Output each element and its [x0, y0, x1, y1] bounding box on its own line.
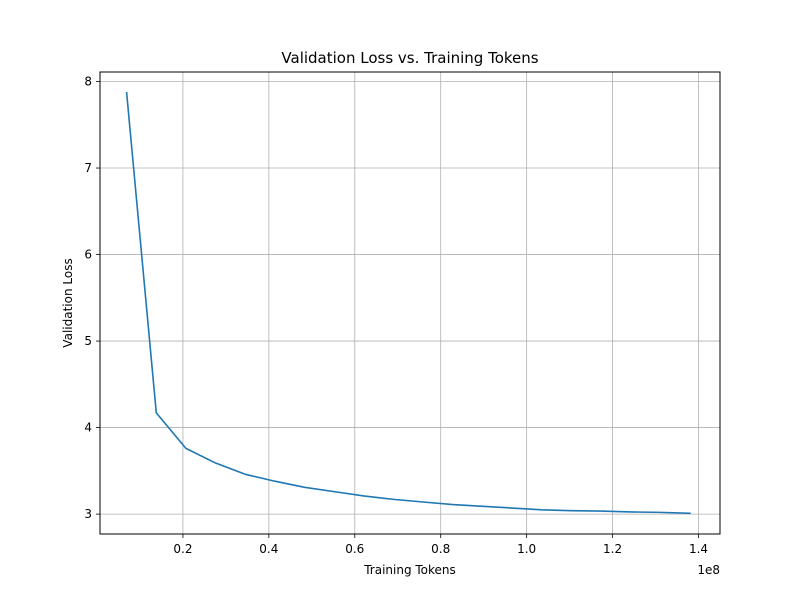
x-axis-ticks: 0.2 0.4 0.6 0.8 1.0 1.2 1.4 [173, 534, 708, 556]
y-tick-label: 6 [84, 248, 92, 262]
chart-title: Validation Loss vs. Training Tokens [281, 49, 538, 67]
y-tick-label: 3 [84, 507, 92, 521]
x-tick-label: 1.0 [517, 542, 536, 556]
validation-loss-line [125, 91, 691, 515]
y-tick-label: 4 [84, 421, 92, 435]
x-axis-offset-label: 1e8 [697, 563, 720, 577]
y-axis-label: Validation Loss [61, 258, 75, 347]
x-tick-label: 0.4 [259, 542, 278, 556]
x-axis-label: Training Tokens [363, 563, 456, 577]
x-tick-label: 1.4 [689, 542, 708, 556]
y-tick-label: 5 [84, 334, 92, 348]
plot-frame [99, 71, 721, 535]
y-tick-label: 8 [84, 75, 92, 89]
x-tick-label: 0.6 [345, 542, 364, 556]
grid [100, 72, 720, 534]
y-axis-ticks: 3 4 5 6 7 8 [84, 75, 100, 521]
x-tick-label: 0.2 [173, 542, 192, 556]
series-layer [125, 91, 691, 515]
x-tick-label: 1.2 [603, 542, 622, 556]
y-tick-label: 7 [84, 161, 92, 175]
x-tick-label: 0.8 [431, 542, 450, 556]
